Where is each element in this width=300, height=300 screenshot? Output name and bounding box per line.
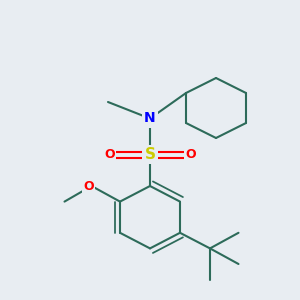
Text: O: O — [83, 179, 94, 193]
Text: O: O — [104, 148, 115, 161]
Text: N: N — [144, 112, 156, 125]
Text: O: O — [185, 148, 196, 161]
Text: S: S — [145, 147, 155, 162]
